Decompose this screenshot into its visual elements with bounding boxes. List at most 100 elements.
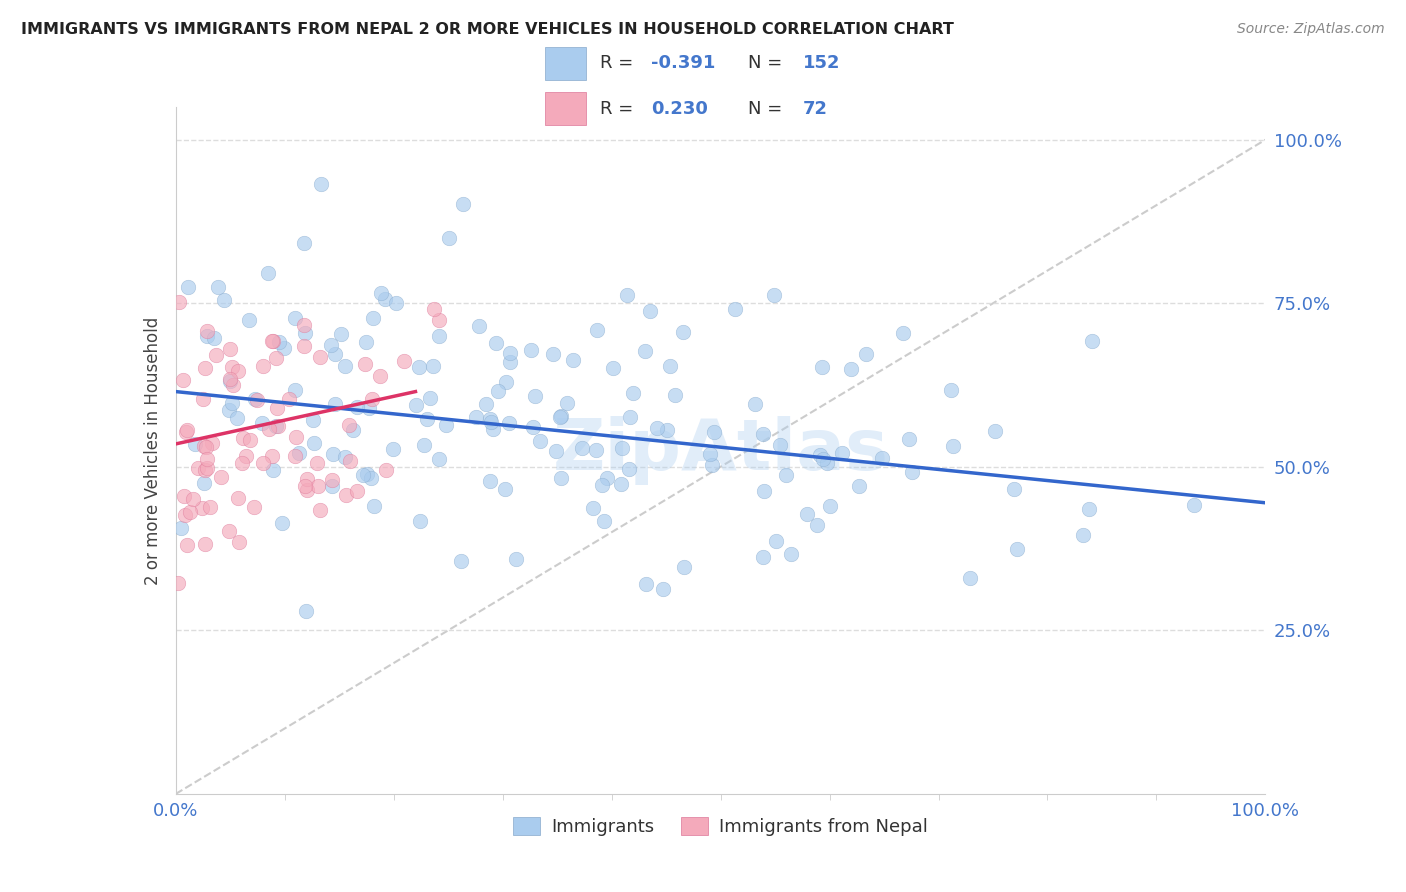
Point [297, 483, 319, 498]
Point [855, 347, 877, 361]
Point [179, 505, 201, 519]
Point [1182, 498, 1205, 512]
Point [475, 397, 498, 411]
Point [959, 571, 981, 585]
Point [323, 346, 346, 360]
Point [638, 303, 661, 318]
Point [195, 451, 218, 466]
Point [409, 514, 432, 528]
Point [872, 450, 894, 465]
Point [769, 438, 792, 452]
Point [658, 359, 681, 373]
Point [166, 576, 188, 591]
Point [419, 391, 441, 405]
Point [408, 360, 430, 375]
Point [226, 410, 249, 425]
Point [429, 329, 451, 343]
Point [329, 326, 352, 341]
Point [218, 524, 240, 538]
Point [831, 446, 853, 460]
Point [652, 582, 675, 596]
Point [354, 357, 377, 371]
Point [195, 461, 218, 475]
Point [181, 491, 204, 506]
Point [174, 425, 197, 439]
Point [266, 401, 288, 416]
Point [762, 288, 785, 302]
Point [672, 325, 695, 339]
Point [337, 418, 360, 433]
Point [264, 351, 287, 366]
Point [284, 383, 307, 397]
Point [499, 346, 522, 360]
Point [381, 442, 404, 456]
Point [422, 359, 444, 374]
Point [232, 431, 254, 445]
Point [285, 429, 308, 443]
Point [479, 411, 502, 425]
Point [1071, 527, 1094, 541]
Point [522, 419, 544, 434]
Point [187, 460, 209, 475]
Point [354, 334, 377, 349]
Text: ZipAtlas: ZipAtlas [553, 416, 889, 485]
Point [891, 326, 914, 340]
Point [482, 422, 505, 436]
Point [346, 483, 368, 498]
Point [752, 427, 775, 442]
Point [780, 547, 803, 561]
FancyBboxPatch shape [544, 47, 586, 79]
Point [645, 421, 668, 435]
Point [984, 424, 1007, 438]
Point [467, 318, 489, 333]
Point [267, 419, 290, 434]
Point [585, 442, 607, 457]
Point [363, 499, 385, 513]
Point [322, 447, 344, 461]
Point [754, 484, 776, 499]
Point [585, 322, 607, 336]
Point [321, 479, 343, 493]
Point [898, 432, 921, 446]
Point [194, 360, 217, 375]
Point [284, 310, 307, 325]
Point [673, 560, 696, 574]
Point [848, 478, 870, 492]
Point [321, 473, 343, 487]
Point [434, 418, 457, 433]
Point [524, 389, 547, 403]
Point [453, 196, 475, 211]
Point [543, 347, 565, 361]
Point [775, 467, 797, 482]
Point [335, 488, 357, 502]
Point [221, 395, 243, 409]
Point [555, 396, 578, 410]
Point [295, 472, 318, 486]
Text: 0.230: 0.230 [651, 100, 709, 118]
Y-axis label: 2 or more Vehicles in Household: 2 or more Vehicles in Household [143, 317, 162, 584]
Point [1005, 541, 1028, 556]
Point [226, 491, 249, 506]
Point [700, 458, 723, 473]
Point [450, 554, 472, 568]
Point [302, 435, 325, 450]
Point [582, 500, 605, 515]
Point [309, 351, 332, 365]
Point [172, 373, 194, 387]
Point [485, 335, 508, 350]
FancyBboxPatch shape [544, 92, 586, 125]
Point [173, 508, 195, 522]
Point [167, 295, 190, 310]
Point [195, 328, 218, 343]
Point [486, 384, 509, 399]
Point [222, 377, 245, 392]
Point [219, 375, 242, 389]
Text: -0.391: -0.391 [651, 54, 716, 72]
Point [901, 465, 924, 479]
Text: 152: 152 [803, 54, 841, 72]
Point [257, 422, 280, 436]
Point [273, 341, 295, 355]
Point [228, 534, 250, 549]
Point [198, 500, 221, 514]
Text: R =: R = [600, 100, 638, 118]
